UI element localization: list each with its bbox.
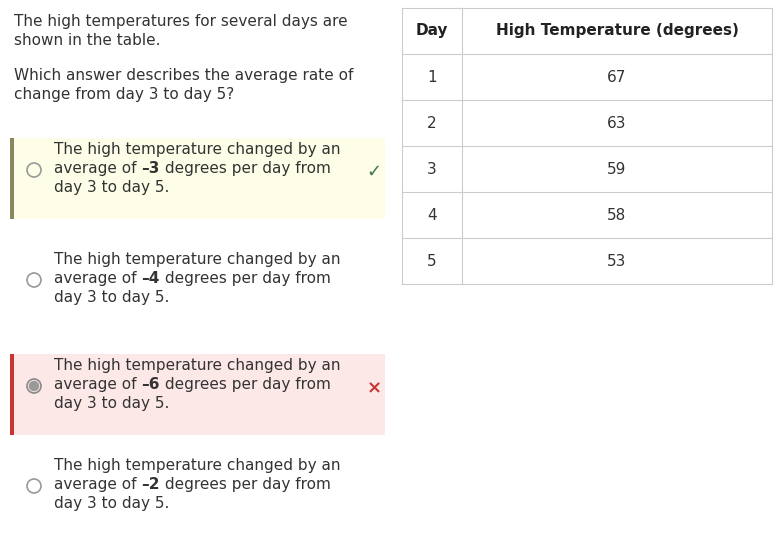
Text: –2: –2 <box>141 477 160 492</box>
Text: 67: 67 <box>608 70 627 84</box>
Text: shown in the table.: shown in the table. <box>14 33 161 48</box>
Text: 2: 2 <box>427 116 437 131</box>
Text: average of: average of <box>54 377 141 392</box>
Text: day 3 to day 5.: day 3 to day 5. <box>54 290 169 305</box>
Text: High Temperature (degrees): High Temperature (degrees) <box>496 24 739 38</box>
Text: The high temperature changed by an: The high temperature changed by an <box>54 358 341 373</box>
Text: degrees per day from: degrees per day from <box>160 377 331 392</box>
Text: ×: × <box>366 379 382 397</box>
Text: ✓: ✓ <box>366 163 382 181</box>
Text: average of: average of <box>54 161 141 176</box>
Text: average of: average of <box>54 477 141 492</box>
Text: 3: 3 <box>427 161 437 177</box>
Text: day 3 to day 5.: day 3 to day 5. <box>54 180 169 195</box>
Bar <box>10 354 14 435</box>
Text: –6: –6 <box>141 377 160 392</box>
Text: –4: –4 <box>141 271 160 286</box>
Bar <box>10 138 385 219</box>
Text: The high temperatures for several days are: The high temperatures for several days a… <box>14 14 348 29</box>
Text: day 3 to day 5.: day 3 to day 5. <box>54 496 169 511</box>
Text: change from day 3 to day 5?: change from day 3 to day 5? <box>14 87 234 102</box>
Text: 63: 63 <box>608 116 627 131</box>
Text: 1: 1 <box>427 70 437 84</box>
Text: Which answer describes the average rate of: Which answer describes the average rate … <box>14 68 353 83</box>
Text: The high temperature changed by an: The high temperature changed by an <box>54 458 341 473</box>
Text: The high temperature changed by an: The high temperature changed by an <box>54 252 341 267</box>
Text: average of: average of <box>54 161 141 176</box>
Text: Day: Day <box>416 24 449 38</box>
Bar <box>10 354 385 435</box>
Text: degrees per day from: degrees per day from <box>160 271 331 286</box>
Text: 53: 53 <box>608 253 627 268</box>
Text: average of: average of <box>54 477 141 492</box>
Text: average of: average of <box>54 377 141 392</box>
Text: 5: 5 <box>427 253 437 268</box>
Bar <box>10 138 14 219</box>
Text: The high temperature changed by an: The high temperature changed by an <box>54 142 341 157</box>
Circle shape <box>29 381 39 390</box>
Text: 4: 4 <box>427 207 437 222</box>
Text: degrees per day from: degrees per day from <box>160 477 331 492</box>
Text: average of: average of <box>54 271 141 286</box>
Text: 58: 58 <box>608 207 627 222</box>
Text: –3: –3 <box>141 161 160 176</box>
Text: day 3 to day 5.: day 3 to day 5. <box>54 396 169 411</box>
Text: degrees per day from: degrees per day from <box>160 161 331 176</box>
Text: 59: 59 <box>608 161 627 177</box>
Text: average of: average of <box>54 271 141 286</box>
